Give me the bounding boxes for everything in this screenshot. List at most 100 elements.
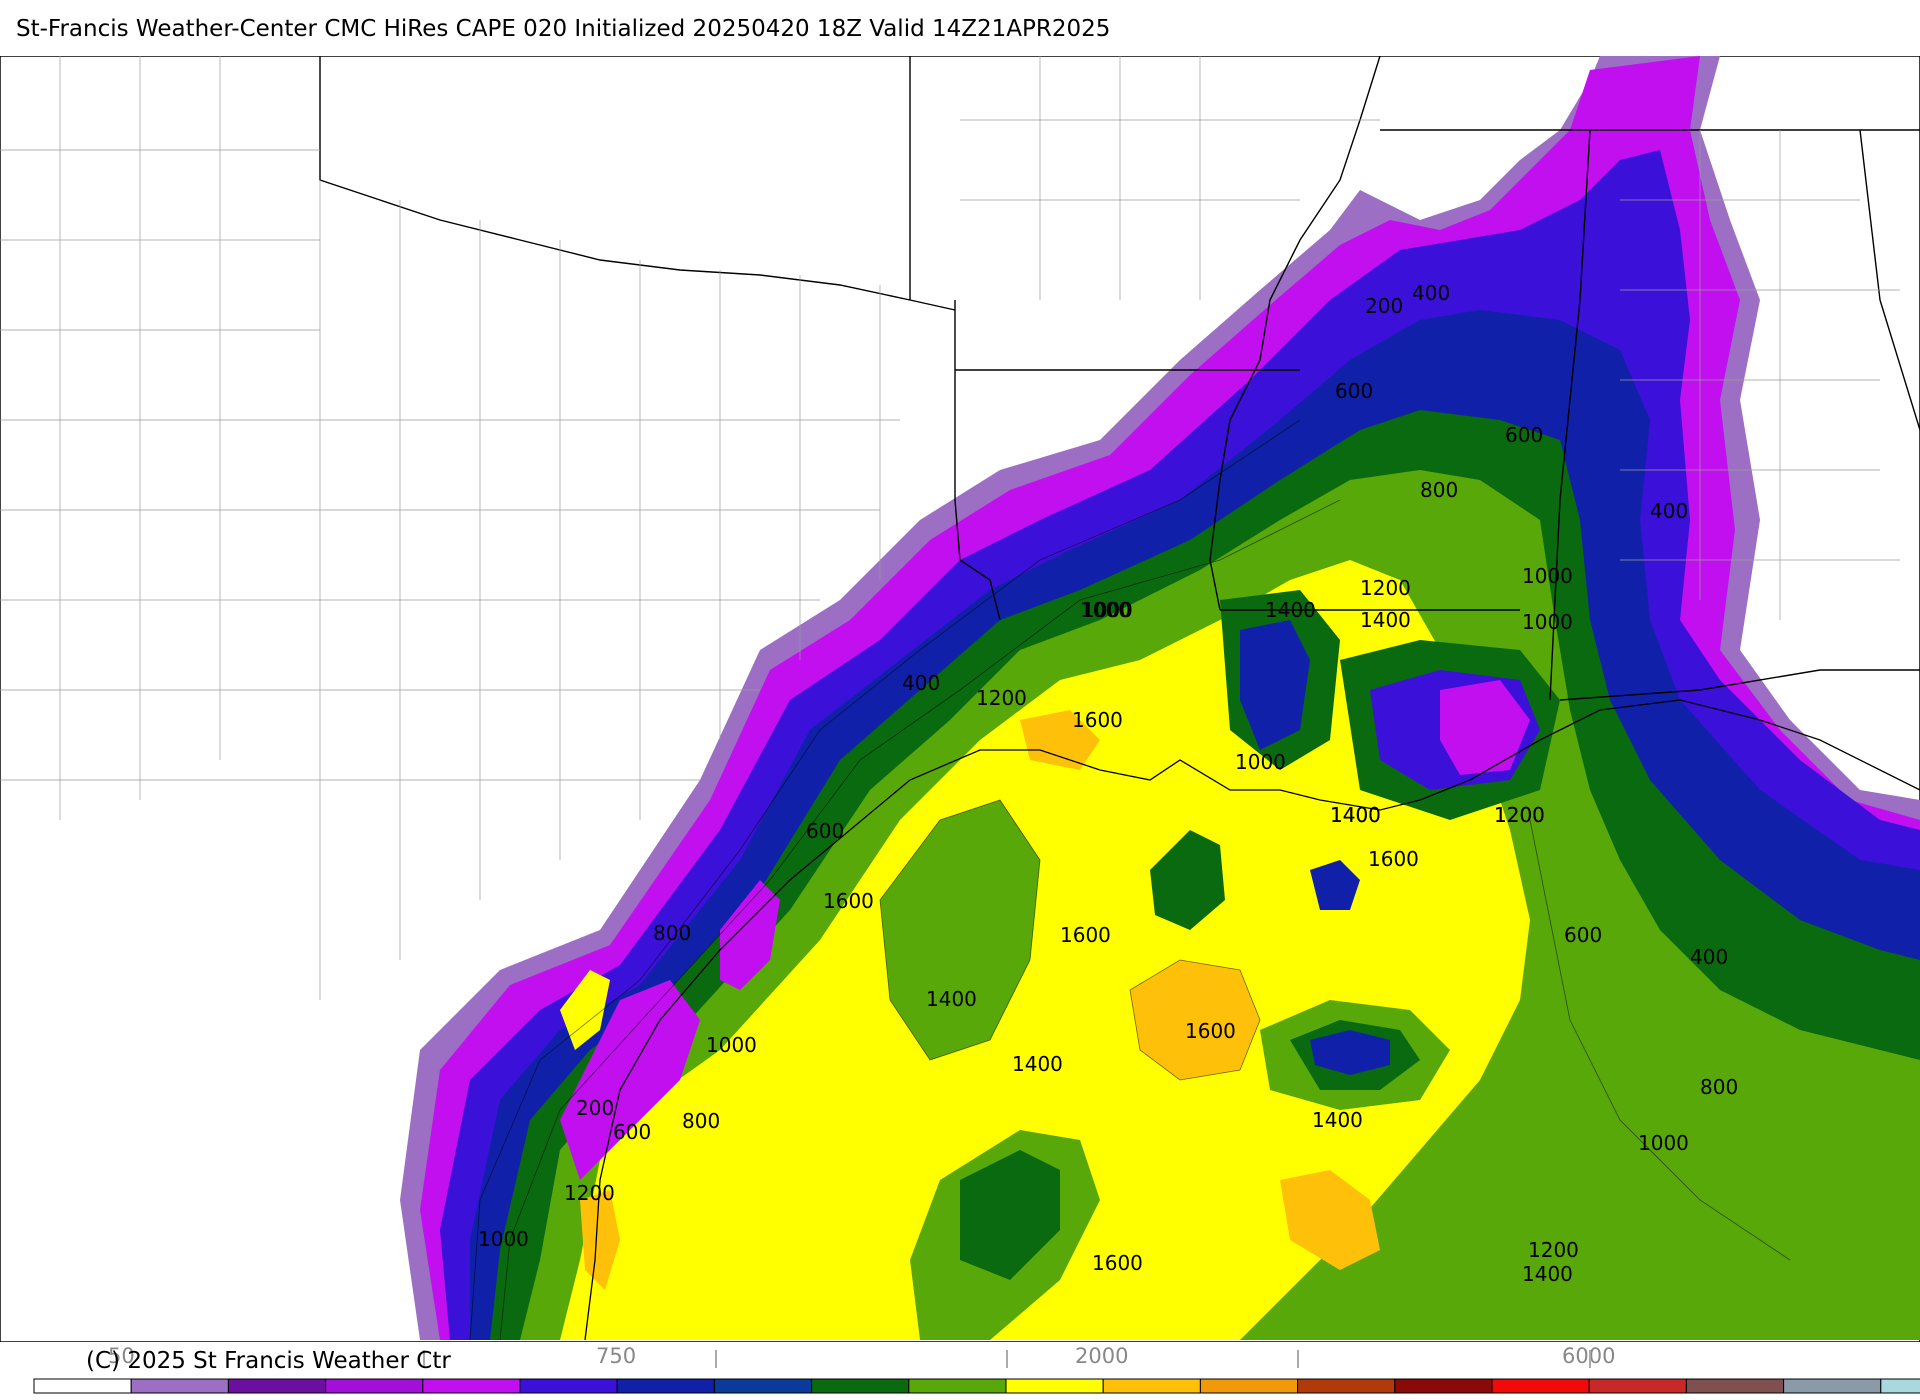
state-borders (319, 56, 1920, 701)
contour-label: 600 (806, 819, 844, 843)
contour-label: 1400 (1522, 1262, 1573, 1286)
colorbar-swatch (130, 1378, 229, 1394)
colorbar-tick-label: 6000 (1562, 1344, 1615, 1368)
colorbar-swatch (325, 1378, 424, 1394)
contour-label: 1200 (1360, 576, 1411, 600)
colorbar-swatch (1783, 1378, 1882, 1394)
contour-line-e (1129, 959, 1261, 1081)
contour-label: 1400 (1330, 803, 1381, 827)
contour-label: 600 (1505, 423, 1543, 447)
colorbar-swatch (422, 1378, 521, 1394)
cape-pocket-blue-b (1310, 860, 1360, 910)
colorbar-swatch (1297, 1378, 1396, 1394)
contour-label: 1600 (1072, 708, 1123, 732)
contour-line-d (879, 799, 1041, 1061)
colorbar-swatch (1102, 1378, 1201, 1394)
colorbar-swatch (616, 1378, 715, 1394)
contour-label: 1000 (1080, 598, 1131, 622)
colorbar-tick-label: 50 (108, 1344, 135, 1368)
colorbar-swatch (1880, 1378, 1920, 1394)
contour-label: 600 (613, 1120, 651, 1144)
cape-pocket-sw-purple2 (720, 880, 780, 990)
colorbar-swatch (713, 1378, 813, 1394)
colorbar-swatch (1005, 1378, 1104, 1394)
cape-pocket-east-blue (1240, 620, 1310, 750)
texas-coastline (584, 699, 1920, 1341)
cape-pocket-sw-purple (560, 980, 700, 1180)
colorbar-swatch (811, 1378, 910, 1394)
contour-label: 1600 (1185, 1019, 1236, 1043)
contour-label: 1400 (1360, 608, 1411, 632)
contour-label: 400 (1412, 281, 1450, 305)
contour-label: 1200 (1494, 803, 1545, 827)
contour-label: 1600 (1092, 1251, 1143, 1275)
florida-border (1559, 669, 1920, 701)
coastline (584, 699, 1920, 1341)
colorbar-swatch (1199, 1378, 1299, 1394)
colorbar-boxes (33, 1378, 1920, 1394)
texas-louisiana-border (954, 300, 1001, 621)
cape-pocket-orange-c (1020, 710, 1100, 770)
copyright-text: (C) 2025 St Francis Weather Ctr (86, 1348, 451, 1374)
cape-fill-layer (400, 56, 1920, 1340)
contour-label: 1000 (1522, 610, 1573, 634)
contour-label: 1000 (1235, 750, 1286, 774)
cape-pocket-sw-yellow (560, 970, 610, 1050)
colorbar-swatch (519, 1378, 618, 1394)
contour-label: 1400 (926, 987, 977, 1011)
contour-label: 1000 (706, 1033, 757, 1057)
map-title: St-Francis Weather-Center CMC HiRes CAPE… (16, 16, 1111, 42)
cape-pocket-green-a (880, 800, 1040, 1060)
contour-label: 600 (1335, 379, 1373, 403)
contour-line-c (1529, 819, 1791, 1261)
cape-map: 200 400 600 600 800 1000 1000 1200 1200 … (0, 56, 1920, 1342)
contour-label: 400 (1690, 945, 1728, 969)
cape-pocket-east-purple (1440, 680, 1530, 775)
cape-pocket-blue-a (1310, 1030, 1390, 1075)
contour-label: 400 (1650, 499, 1688, 523)
cape-pocket-orange-a (1130, 960, 1260, 1080)
contour-label: 1400 (1012, 1052, 1063, 1076)
contour-label: 800 (1700, 1075, 1738, 1099)
contour-label: 1000 (1522, 564, 1573, 588)
contour-label: 800 (1420, 478, 1458, 502)
colorbar-tick-label: 2000 (1075, 1344, 1128, 1368)
red-river-border (319, 56, 956, 311)
county-grid-west (0, 56, 900, 1000)
colorbar-tick-label: 750 (596, 1344, 636, 1368)
contour-label: 1000 (1638, 1131, 1689, 1155)
contour-label: 1000 (1082, 598, 1133, 622)
cape-pocket-orange-d (580, 1190, 620, 1290)
mississippi-river (1209, 56, 1381, 611)
alabama-georgia-border (1859, 129, 1920, 431)
contour-line-a (469, 419, 1301, 1341)
contour-label: 1400 (1312, 1108, 1363, 1132)
contour-label: 1200 (1528, 1238, 1579, 1262)
contour-label: 800 (682, 1109, 720, 1133)
county-grid-east (960, 56, 1900, 620)
cape-contours (469, 419, 1791, 1341)
county-lines (0, 56, 1900, 1000)
colorbar-swatch (1685, 1378, 1785, 1394)
colorbar-swatch (33, 1378, 132, 1394)
colorbar-swatch (1394, 1378, 1493, 1394)
contour-label: 1400 (1330, 803, 1381, 827)
colorbar-swatch (908, 1378, 1007, 1394)
mississippi-alabama-border (1549, 129, 1591, 701)
contour-label: 600 (1564, 923, 1602, 947)
contour-label: 1600 (1060, 923, 1111, 947)
colorbar-swatch (1588, 1378, 1687, 1394)
contour-label: 1200 (976, 686, 1027, 710)
cape-pocket-dkgreen-c (960, 1150, 1060, 1280)
contour-label: 1000 (478, 1227, 529, 1251)
contour-label: 1400 (1265, 598, 1316, 622)
contour-label: 400 (902, 671, 940, 695)
contour-label: 800 (653, 921, 691, 945)
colorbar-swatch (1491, 1378, 1590, 1394)
contour-labels: 200 400 600 600 800 1000 1000 1200 1200 … (478, 281, 1738, 1286)
cape-pocket-dkgreen-a (1150, 830, 1225, 930)
contour-line-b (499, 499, 1341, 1341)
contour-label: 200 (576, 1096, 614, 1120)
colorbar: 50 750 2000 6000 (33, 1344, 1920, 1394)
cape-pocket-orange-b (1280, 1170, 1380, 1270)
